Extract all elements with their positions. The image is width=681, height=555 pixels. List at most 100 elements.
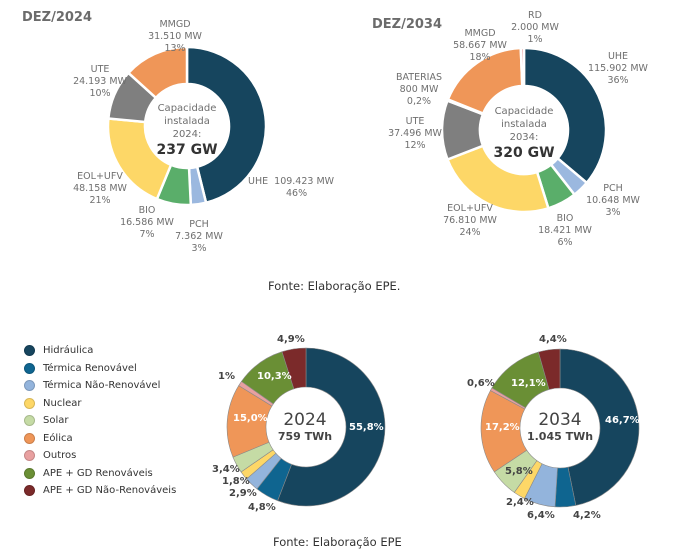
- legend-item-solar: Solar: [24, 412, 176, 430]
- legend-swatch-icon: [24, 432, 35, 444]
- slice-name: MMGD: [159, 19, 191, 30]
- legend-swatch-icon: [24, 380, 35, 392]
- slice-value: 800 MW: [399, 84, 439, 95]
- slice-value: 16.586 MW: [120, 217, 174, 228]
- slice-pct: 1%: [527, 34, 543, 45]
- pct-label-2024-outros: 1%: [218, 371, 235, 382]
- legend-swatch-icon: [24, 467, 35, 479]
- center-line-1: Capacidade: [494, 106, 554, 117]
- legend-item-outros: Outros: [24, 447, 176, 465]
- slice-name: UHE: [607, 51, 629, 62]
- center-line-2: instalada: [501, 119, 547, 130]
- slice-value: 2.000 MW: [511, 22, 559, 33]
- slice-uhe: [185, 45, 268, 205]
- pct-label-2024-ape-gd-renovaveis: 10,3%: [257, 371, 292, 382]
- label-ute-2024: UTE 24.193 MW 10%: [60, 64, 140, 100]
- center-year: 2024: [283, 410, 327, 430]
- source-caption-top: Fonte: Elaboração EPE.: [268, 279, 401, 293]
- center-line-1: Capacidade: [157, 103, 217, 114]
- legend-label: Eólica: [43, 432, 73, 444]
- slice-name: MMGD: [464, 28, 496, 39]
- label-uhe-2034: UHE 115.902 MW 36%: [578, 51, 658, 87]
- label-bio-2034: BIO 18.421 MW 6%: [530, 213, 600, 249]
- pct-label-2034-eolica: 17,2%: [485, 422, 520, 433]
- center-value: 759 TWh: [277, 430, 333, 443]
- slice-value: 31.510 MW: [148, 31, 202, 42]
- slice-value: 76.810 MW: [443, 215, 497, 226]
- legend-swatch-icon: [24, 362, 35, 374]
- slice-value: 24.193 MW: [73, 76, 127, 87]
- slice-value: 115.902 MW: [588, 63, 648, 74]
- legend-item-termica-renovavel: Térmica Renovável: [24, 360, 176, 378]
- slice-pct: 7%: [139, 229, 155, 240]
- slice-name: BATERIAS: [395, 72, 442, 83]
- slice-value: 7.362 MW: [175, 231, 223, 242]
- center-value: 320 GW: [493, 145, 555, 161]
- slice-name: BIO: [138, 205, 156, 216]
- label-pch-2024: PCH 7.362 MW 3%: [164, 219, 234, 255]
- legend-item-ape-gd-renovaveis: APE + GD Renováveis: [24, 465, 176, 483]
- slice-rd: [519, 46, 526, 88]
- donut-capacity-2034: [440, 46, 608, 214]
- legend-label: APE + GD Não-Renováveis: [43, 485, 177, 497]
- panel-title-dez-2024: DEZ/2024: [22, 10, 93, 25]
- label-pch-2034: PCH 10.648 MW 3%: [578, 183, 648, 219]
- pct-label-2024-eolica: 15,0%: [233, 413, 268, 424]
- legend-label: Nuclear: [43, 397, 82, 409]
- donut-generation-2034: [480, 348, 640, 508]
- legend-swatch-icon: [24, 450, 35, 462]
- legend-item-hidraulica: Hidráulica: [24, 342, 176, 360]
- generation-2034-center: 2034 1.045 TWh: [515, 410, 605, 444]
- capacity-2024-center: Capacidade instalada 2024: 237 GW: [137, 102, 237, 159]
- slice-pct: 6%: [557, 237, 573, 248]
- generation-legend: Hidráulica Térmica Renovável Térmica Não-R…: [24, 342, 176, 500]
- pct-label-2024-hidraulica: 55,8%: [349, 422, 384, 433]
- generation-2024-center: 2024 759 TWh: [265, 410, 345, 444]
- legend-swatch-icon: [24, 485, 35, 497]
- slice-pct: 13%: [164, 43, 186, 54]
- center-value: 237 GW: [156, 142, 218, 158]
- slice-value: 58.667 MW: [453, 40, 507, 51]
- label-uhe-2024: UHE 109.423 MW 46%: [248, 176, 334, 200]
- source-caption-bottom: Fonte: Elaboração EPE: [273, 535, 402, 549]
- label-bio-2024: BIO 16.586 MW 7%: [112, 205, 182, 241]
- slice-value: 37.496 MW: [388, 128, 442, 139]
- pct-label-2024-termica-renovavel: 4,8%: [248, 502, 276, 513]
- slice-name: EOL+UFV: [447, 203, 493, 214]
- legend-swatch-icon: [24, 415, 35, 427]
- legend-item-termica-nao-renovavel: Térmica Não-Renovável: [24, 377, 176, 395]
- slice-pct: 12%: [404, 140, 426, 151]
- label-eol-ufv-2034: EOL+UFV 76.810 MW 24%: [430, 203, 510, 239]
- slice-eol-ufv: [445, 144, 550, 214]
- slice-name: UHE: [248, 176, 269, 187]
- panel-title-dez-2034: DEZ/2034: [372, 17, 443, 32]
- legend-label: Outros: [43, 450, 77, 462]
- pct-label-2024-ape-gd-nao-renovaveis: 4,9%: [277, 334, 305, 345]
- legend-label: Solar: [43, 415, 69, 427]
- slice-pct: 18%: [469, 52, 491, 63]
- slice-pct: 0,2%: [406, 96, 432, 107]
- slice-pct: 10%: [89, 88, 111, 99]
- label-baterias-2034: BATERIAS 800 MW 0,2%: [384, 72, 454, 108]
- legend-label: Hidráulica: [43, 345, 94, 357]
- legend-item-eolica: Eólica: [24, 430, 176, 448]
- slice-ape-gd-nao-renovaveis: [281, 347, 307, 390]
- center-line-3: 2024:: [172, 129, 202, 140]
- slice-mmgd: [126, 45, 189, 100]
- legend-label: Térmica Renovável: [43, 362, 137, 374]
- slice-pct: 46%: [286, 188, 308, 199]
- slice-name: PCH: [189, 219, 209, 230]
- slice-uhe: [522, 46, 608, 185]
- pct-label-2034-termica-nao-renovavel: 6,4%: [527, 510, 555, 521]
- pct-label-2034-outros: 0,6%: [467, 378, 495, 389]
- slice-ape-gd-nao-renovaveis: [538, 348, 561, 390]
- pct-label-2034-nuclear: 2,4%: [506, 497, 534, 508]
- legend-swatch-icon: [24, 345, 35, 357]
- label-mmgd-2024: MMGD 31.510 MW 13%: [135, 19, 215, 55]
- center-value: 1.045 TWh: [526, 430, 594, 443]
- slice-name: EOL+UFV: [77, 171, 123, 182]
- slice-pct: 24%: [459, 227, 481, 238]
- slice-value: 48.158 MW: [73, 183, 127, 194]
- pct-label-2024-termica-nao-renovavel: 2,9%: [229, 488, 257, 499]
